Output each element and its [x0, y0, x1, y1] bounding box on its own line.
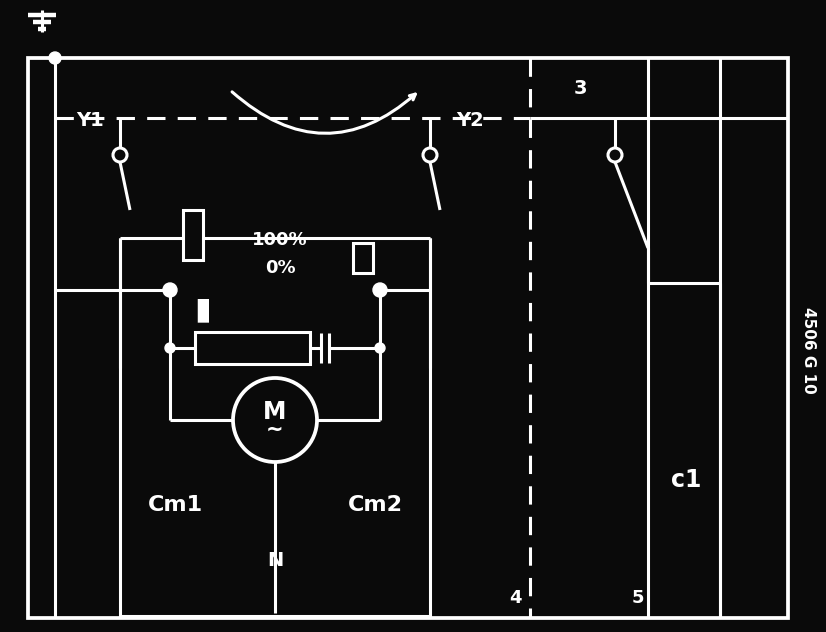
Circle shape: [608, 148, 622, 162]
Bar: [183, 210, 203, 260]
Text: 4: 4: [509, 589, 521, 607]
Text: 4506 G 10: 4506 G 10: [800, 307, 815, 393]
Circle shape: [165, 343, 175, 353]
Text: Y2: Y2: [456, 111, 484, 130]
Circle shape: [375, 343, 385, 353]
Bar: [195, 332, 310, 364]
Text: M: M: [263, 400, 287, 424]
Text: 0%: 0%: [264, 259, 296, 277]
Text: Cm1: Cm1: [147, 495, 202, 515]
Circle shape: [373, 283, 387, 297]
Bar: [353, 243, 373, 273]
Text: Cm2: Cm2: [348, 495, 402, 515]
Text: ▮: ▮: [195, 296, 211, 324]
Circle shape: [163, 283, 177, 297]
Circle shape: [423, 148, 437, 162]
Circle shape: [233, 378, 317, 462]
Text: 3: 3: [573, 78, 586, 97]
Text: N: N: [267, 550, 283, 569]
Text: Y1: Y1: [76, 111, 104, 130]
Text: 100%: 100%: [252, 231, 308, 249]
Text: 5: 5: [632, 589, 644, 607]
Text: c1: c1: [671, 468, 701, 492]
Circle shape: [113, 148, 127, 162]
Bar: [28, 58, 788, 618]
Circle shape: [49, 52, 61, 64]
Text: ~: ~: [266, 420, 284, 440]
